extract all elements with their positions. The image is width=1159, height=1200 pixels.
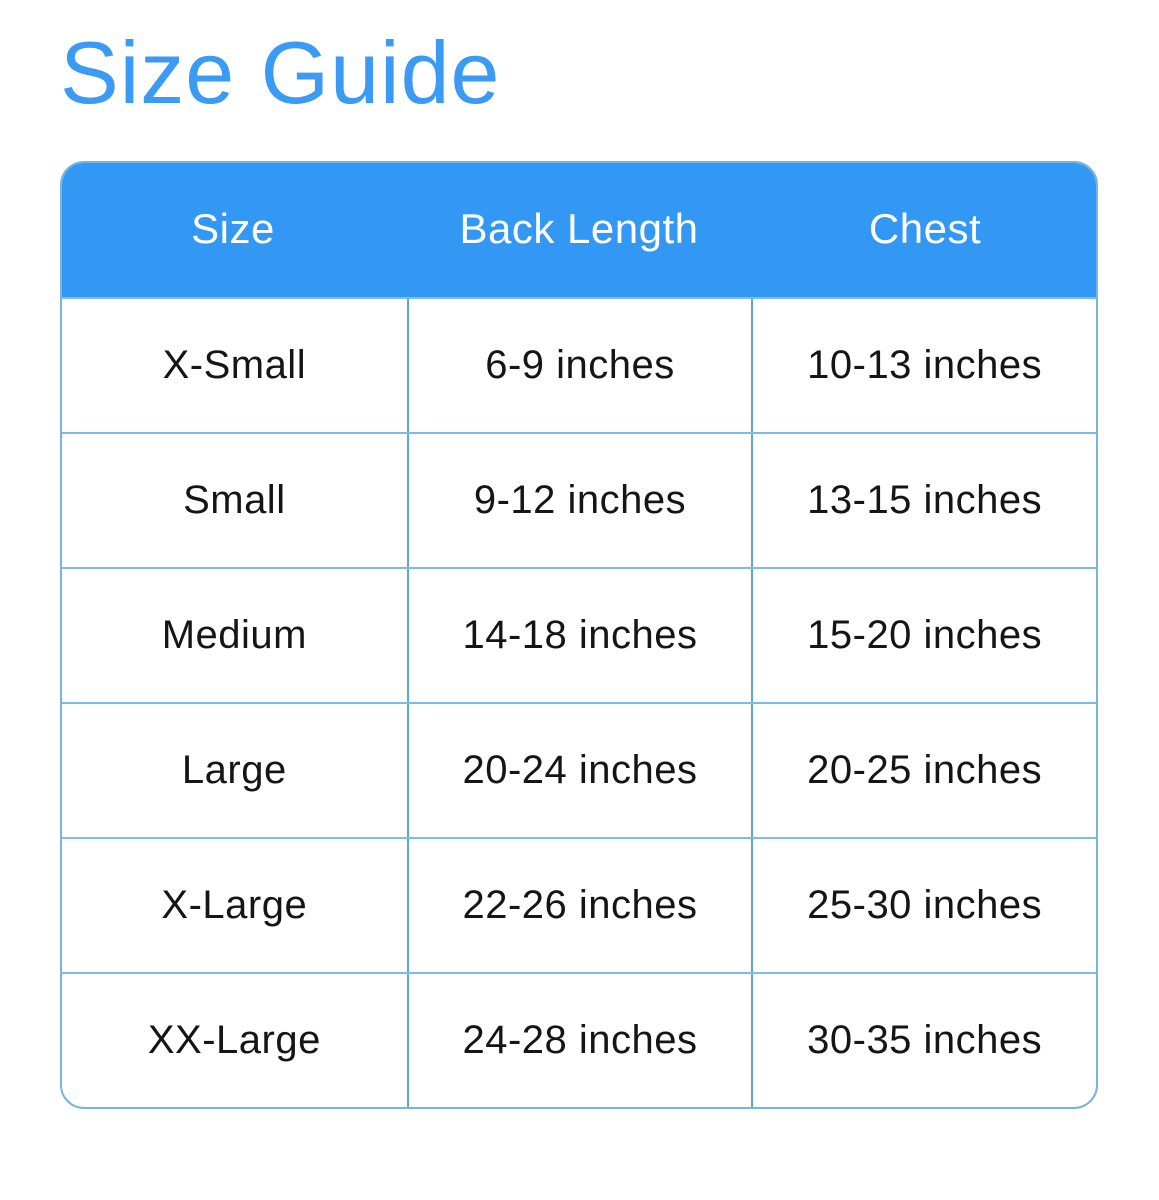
cell-chest: 20-25 inches [751, 704, 1096, 837]
cell-back-length: 14-18 inches [406, 569, 752, 702]
table-row: X-Large 22-26 inches 25-30 inches [62, 837, 1096, 972]
table-row: Medium 14-18 inches 15-20 inches [62, 567, 1096, 702]
page-title: Size Guide [60, 23, 501, 122]
cell-chest: 30-35 inches [751, 974, 1096, 1107]
column-header-chest: Chest [868, 205, 982, 252]
size-guide-table: Size Back Length Chest X-Small 6-9 inche… [60, 161, 1098, 1109]
cell-back-length: 22-26 inches [406, 839, 752, 972]
cell-size: X-Large [161, 883, 308, 927]
cell-chest: 13-15 inches [751, 434, 1096, 567]
cell-chest: 15-20 inches [751, 569, 1096, 702]
table-row: Large 20-24 inches 20-25 inches [62, 702, 1096, 837]
cell-back-length: 20-24 inches [406, 704, 752, 837]
table-row: Small 9-12 inches 13-15 inches [62, 432, 1096, 567]
column-header-size: Size [191, 205, 275, 252]
column-header-back-length: Back Length [459, 205, 699, 252]
table-row: X-Small 6-9 inches 10-13 inches [62, 297, 1096, 432]
cell-back-length: 9-12 inches [406, 434, 752, 567]
cell-size: Large [181, 748, 287, 792]
table-row: XX-Large 24-28 inches 30-35 inches [62, 972, 1096, 1107]
cell-size: XX-Large [147, 1018, 321, 1062]
cell-size: Small [183, 478, 286, 522]
cell-size: Medium [161, 613, 307, 657]
table-header-row: Size Back Length Chest [62, 163, 1096, 297]
cell-size: X-Small [162, 343, 307, 387]
cell-chest: 25-30 inches [751, 839, 1096, 972]
cell-back-length: 6-9 inches [406, 299, 752, 432]
cell-back-length: 24-28 inches [406, 974, 752, 1107]
cell-chest: 10-13 inches [751, 299, 1096, 432]
